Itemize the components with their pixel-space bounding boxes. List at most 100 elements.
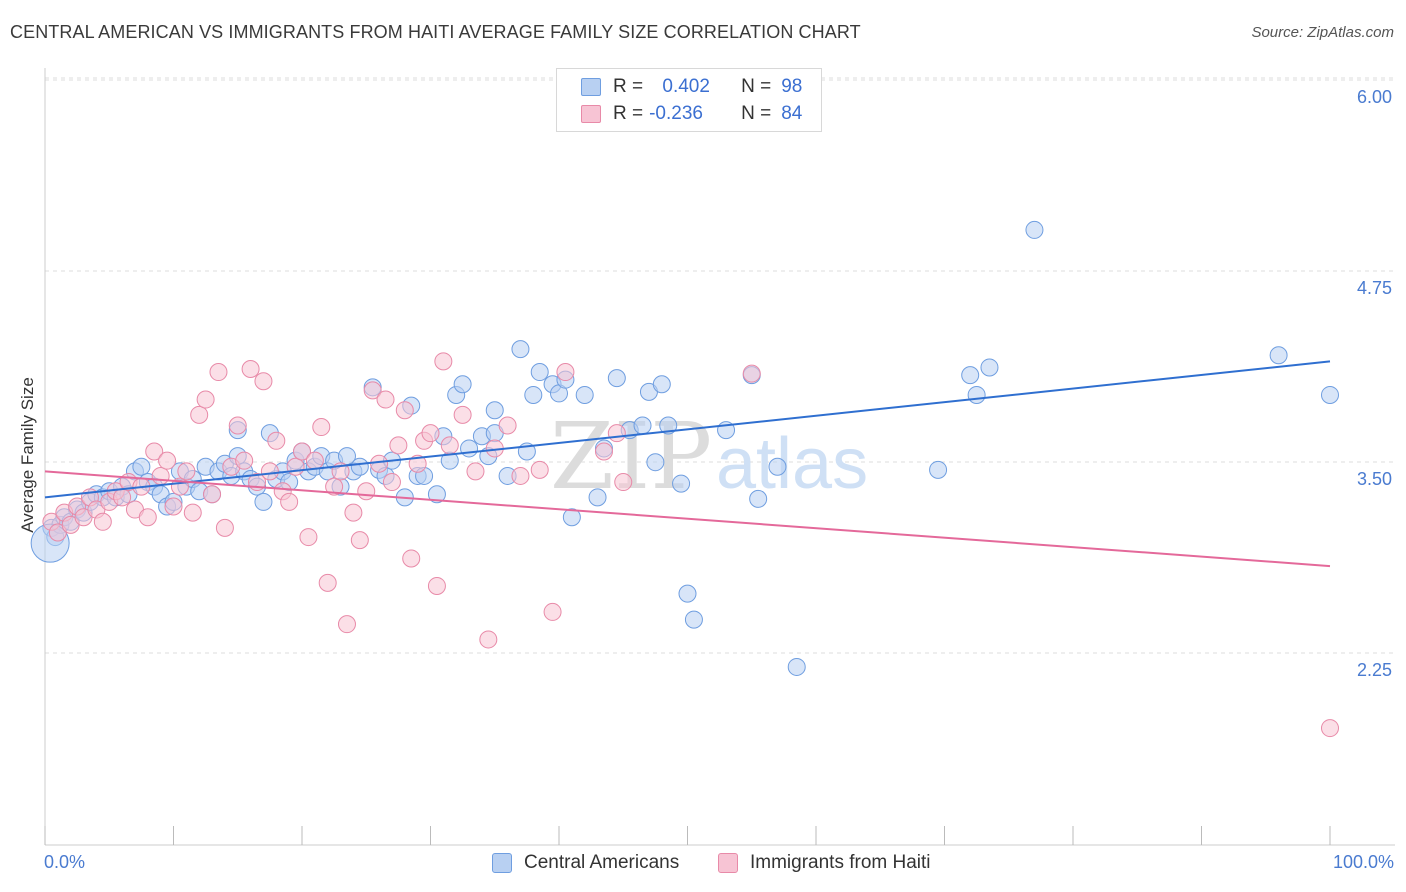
watermark-atlas: atlas — [716, 424, 868, 504]
central-american-point — [1269, 346, 1288, 365]
haiti-point — [344, 503, 363, 522]
haiti-point — [228, 416, 247, 435]
y-tick-label: 3.50 — [1357, 469, 1392, 489]
central-american-point — [768, 457, 787, 476]
legend-r-value: -0.236 — [649, 103, 703, 124]
haiti-point — [337, 615, 356, 634]
legend-n-value: 98 — [781, 76, 803, 97]
chart-title: CENTRAL AMERICAN VS IMMIGRANTS FROM HAIT… — [10, 22, 861, 42]
haiti-trend-line — [44, 470, 1331, 568]
haiti-point — [453, 405, 472, 424]
central-american-point — [607, 369, 626, 388]
legend-row-haiti: R = -0.236 N = 84 — [581, 102, 802, 126]
central-american-point — [967, 385, 986, 404]
central-american-point — [588, 488, 607, 507]
central-american-point — [672, 474, 691, 493]
central-american-point — [659, 416, 678, 435]
legend-item-haiti: Immigrants from Haiti — [718, 852, 931, 874]
haiti-point — [440, 436, 459, 455]
legend-swatch-blue — [492, 853, 512, 873]
x-max-label: 100.0% — [1332, 852, 1394, 872]
haiti-point — [325, 477, 344, 496]
central-american-point — [530, 363, 549, 382]
haiti-point — [113, 488, 132, 507]
haiti-point — [376, 390, 395, 409]
central-american-point — [511, 340, 530, 359]
central-american-point — [929, 460, 948, 479]
haiti-point — [498, 416, 517, 435]
correlation-legend: R = 0.402 N = 98 R = -0.236 N = 84 — [556, 68, 822, 132]
haiti-point — [164, 497, 183, 516]
central-american-trend-line — [44, 360, 1331, 499]
haiti-point — [254, 372, 273, 391]
y-tick-label: 6.00 — [1357, 87, 1392, 107]
haiti-point — [209, 363, 228, 382]
haiti-point — [1321, 719, 1339, 738]
haiti-point — [466, 462, 485, 481]
haiti-point — [614, 473, 633, 492]
haiti-point — [530, 460, 549, 479]
haiti-point — [594, 442, 613, 461]
legend-row-central-americans: R = 0.402 N = 98 — [581, 75, 802, 99]
haiti-point — [235, 451, 254, 470]
central-american-point — [678, 584, 697, 603]
central-american-point — [524, 385, 543, 404]
central-american-point — [427, 485, 446, 504]
central-american-point — [684, 610, 703, 629]
central-american-point — [1025, 220, 1044, 239]
central-american-point — [453, 375, 472, 394]
central-american-point — [254, 492, 273, 511]
haiti-point — [370, 454, 389, 473]
haiti-point — [434, 352, 453, 371]
y-tick-label: 4.75 — [1357, 278, 1392, 298]
central-american-point — [1321, 385, 1339, 404]
central-american-point — [633, 416, 652, 435]
central-american-point — [980, 358, 999, 377]
central-american-point — [646, 453, 665, 472]
haiti-point — [395, 401, 414, 420]
central-american-point — [787, 657, 806, 676]
central-american-point — [460, 439, 479, 458]
haiti-point — [183, 503, 202, 522]
haiti-point — [742, 364, 761, 383]
watermark-zip: ZIP — [550, 403, 712, 510]
haiti-point — [190, 405, 209, 424]
haiti-point — [389, 436, 408, 455]
y-tick-label: 2.25 — [1357, 660, 1392, 680]
haiti-point — [382, 473, 401, 492]
legend-label-central-americans: Central Americans — [524, 852, 680, 873]
watermark: ZIP atlas — [550, 403, 868, 510]
haiti-point — [203, 485, 222, 504]
haiti-point — [556, 363, 575, 382]
legend-r-value: 0.402 — [657, 76, 710, 97]
haiti-point — [196, 390, 215, 409]
haiti-point — [511, 466, 530, 485]
source-label: Source: ZipAtlas.com — [1251, 24, 1394, 41]
haiti-point — [318, 573, 337, 592]
haiti-point — [145, 442, 164, 461]
haiti-point — [543, 602, 562, 621]
axes — [44, 68, 1395, 846]
haiti-point — [299, 528, 318, 547]
haiti-point — [427, 576, 446, 595]
haiti-point — [312, 418, 331, 437]
central-american-point — [562, 508, 581, 527]
haiti-point — [607, 424, 626, 443]
central-american-point — [350, 457, 369, 476]
haiti-point — [402, 549, 421, 568]
haiti-point — [138, 508, 157, 527]
haiti-point — [158, 451, 177, 470]
trend-lines — [44, 360, 1331, 568]
haiti-point — [363, 381, 382, 400]
haiti-point — [305, 451, 324, 470]
legend-r-label: R = — [613, 76, 644, 97]
haiti-point — [479, 630, 498, 649]
haiti-point — [241, 359, 260, 378]
haiti-point — [93, 512, 112, 531]
central-american-point — [132, 457, 151, 476]
series-legend: Central Americans Immigrants from Haiti — [0, 852, 1406, 878]
central-american-point — [485, 401, 504, 420]
legend-r-label: R = — [613, 103, 644, 124]
x-min-label: 0.0% — [44, 852, 86, 872]
